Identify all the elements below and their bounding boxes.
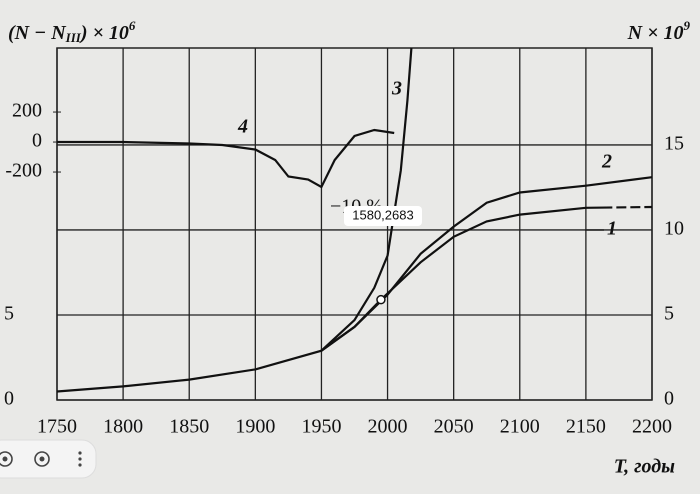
line-series [320,47,413,352]
y-tick-label: 0 [32,130,42,152]
y2-tick-label: 10 [664,218,684,240]
series-label: 1 [607,218,617,240]
y-tick-label: -200 [5,160,42,182]
y2-tick-label: 5 [664,303,674,325]
y2-tick-label: 0 [664,388,674,410]
x-axis-label: T, годы [614,456,675,478]
dot [78,451,82,455]
lens-icon[interactable] [34,451,50,467]
eye-icon[interactable] [0,451,13,467]
icon-dot [2,456,8,462]
point-marker [376,294,386,305]
x-tick-label: 1800 [103,416,143,438]
toolbar-bg [0,439,97,479]
tooltip-text: 1580,2683 [352,207,413,222]
icon-dot [39,456,45,462]
y2-tick-label: 15 [664,133,684,155]
toolbar [0,439,97,479]
series-label: 4 [237,116,248,138]
x-tick-label: 2150 [566,416,606,438]
y-tick-label: 0 [4,388,14,410]
y-tick-label: 5 [4,303,14,325]
dot [78,463,82,467]
dash-gap [612,203,617,210]
tooltip: 1580,2683 [344,206,422,226]
x-tick-label: 1750 [37,416,77,438]
x-tick-label: 2200 [632,416,672,438]
x-tick-label: 1900 [235,416,275,438]
dash-gap [626,203,631,210]
dash-gap [640,203,645,210]
more-icon[interactable] [78,451,82,467]
tooltip-box [344,206,422,226]
x-tick-label: 2100 [500,416,540,438]
line-series [57,128,395,189]
icon-ring [34,451,50,467]
x-tick-label: 1850 [169,416,209,438]
dot [78,457,82,461]
y-tick-label: 200 [12,100,42,122]
x-tick-label: 2000 [368,416,408,438]
x-tick-label: 1950 [301,416,341,438]
icon-ring [0,451,13,467]
plot-frame [56,47,653,401]
y2-axis-label: N × 109 [627,18,691,44]
x-tick-label: 2050 [434,416,474,438]
line-series [320,176,653,352]
y-axis-label: (N − NIII) × 106 [8,18,136,45]
series-label: 3 [391,78,402,100]
series-label: 2 [601,151,612,173]
